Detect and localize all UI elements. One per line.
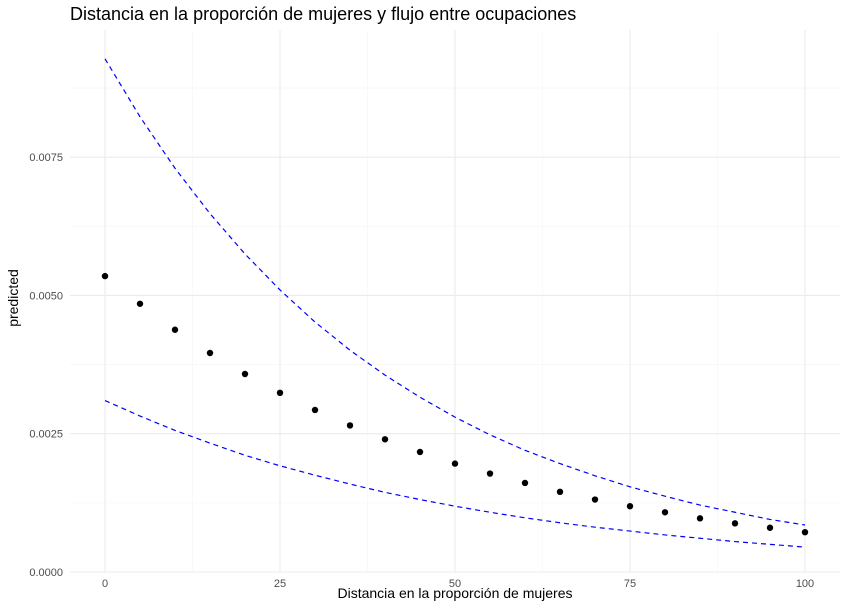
data-point <box>206 349 214 357</box>
data-point <box>101 272 109 280</box>
x-tick-label: 75 <box>624 578 636 590</box>
data-point <box>311 406 319 414</box>
data-point <box>346 422 354 429</box>
confidence-bands <box>104 58 806 548</box>
x-axis-title: Distancia en la proporción de mujeres <box>337 585 572 601</box>
x-tick-label: 25 <box>274 578 286 590</box>
data-point <box>591 496 599 503</box>
data-point <box>521 479 529 487</box>
data-point <box>171 326 179 333</box>
y-tick-label: 0.0025 <box>29 429 63 441</box>
x-tick-label: 100 <box>796 578 814 590</box>
predicted-points <box>101 272 809 536</box>
upper-bound-line <box>104 58 806 526</box>
data-point <box>696 515 704 522</box>
data-point <box>416 448 424 456</box>
chart-title: Distancia en la proporción de mujeres y … <box>70 4 576 24</box>
y-tick-label: 0.0050 <box>29 290 63 302</box>
y-axis-title: predicted <box>5 269 21 327</box>
data-point <box>381 436 389 443</box>
x-tick-label: 50 <box>449 578 461 590</box>
data-point <box>276 389 284 397</box>
data-point <box>801 528 809 536</box>
grid <box>70 30 840 573</box>
x-tick-label: 0 <box>102 578 108 590</box>
y-tick-label: 0.0075 <box>29 152 63 164</box>
data-point <box>766 524 774 531</box>
data-point <box>731 520 739 527</box>
y-tick-label: 0.0000 <box>29 567 63 579</box>
data-point <box>136 300 144 307</box>
y-axis-ticks: 0.0000 0.0025 0.0050 0.0075 <box>29 152 63 579</box>
data-point <box>451 460 459 467</box>
data-point <box>661 509 669 516</box>
data-point <box>241 370 249 378</box>
data-point <box>626 502 634 510</box>
data-point <box>556 488 564 496</box>
x-axis-ticks: 0 25 50 75 100 <box>102 578 814 590</box>
data-point <box>486 470 494 477</box>
